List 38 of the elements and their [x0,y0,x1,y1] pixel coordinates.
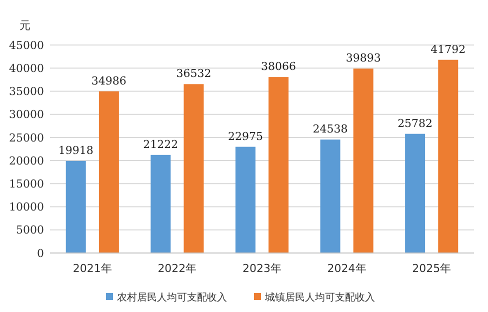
data-label: 34986 [91,74,126,88]
x-tick-label: 2024年 [327,262,366,275]
data-label: 19918 [58,144,94,157]
data-label: 41792 [430,42,466,56]
x-tick-label: 2021年 [72,262,112,275]
y-tick-label: 35000 [9,85,44,98]
data-label: 38066 [261,60,296,74]
data-label: 22975 [228,130,263,143]
data-label: 24538 [312,122,348,136]
bar [66,160,86,253]
y-tick-label: 40000 [9,62,44,75]
bar [353,68,374,253]
legend-label: 城镇居民人均可支配收入 [264,292,375,304]
y-tick-label: 5000 [16,224,44,237]
legend-label: 农村居民人均可支配收入 [117,292,227,304]
bar [184,84,204,253]
data-label: 39893 [346,52,381,65]
bar [98,91,119,253]
data-label: 36532 [176,67,212,80]
y-tick-label: 20000 [9,154,44,168]
y-tick-label: 45000 [9,38,44,52]
data-label: 25782 [398,116,433,130]
x-tick-label: 2025年 [412,262,452,275]
y-tick-label: 25000 [9,131,44,144]
y-axis-title: 元 [20,19,30,32]
y-tick-label: 15000 [9,178,44,191]
bar [268,77,289,253]
data-label: 21222 [143,138,178,151]
x-tick-label: 2023年 [242,262,282,275]
bar [320,140,340,253]
bar [235,146,256,253]
y-tick-label: 30000 [9,108,44,122]
y-tick-label: 0 [37,246,44,260]
bar [405,134,426,253]
bar [150,154,171,253]
x-tick-label: 2022年 [158,262,197,275]
y-tick-label: 10000 [9,200,44,214]
bar [438,60,458,253]
